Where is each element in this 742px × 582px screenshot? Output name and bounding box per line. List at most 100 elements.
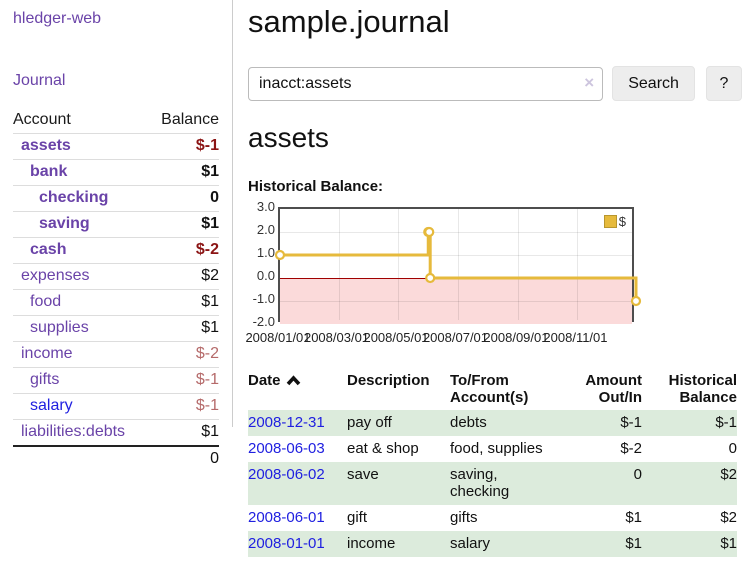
account-balance: $1 bbox=[201, 163, 219, 180]
transaction-accounts-line1: salary bbox=[450, 535, 491, 552]
register-header-amount-line1: Amount bbox=[585, 372, 642, 389]
transaction-accounts: saving, checking bbox=[450, 462, 565, 505]
transaction-amount: $-2 bbox=[620, 440, 642, 457]
account-balance: $-2 bbox=[195, 241, 219, 258]
vgrid bbox=[457, 209, 459, 320]
transaction-description: eat & shop bbox=[347, 440, 419, 457]
chart-legend: $ bbox=[603, 214, 626, 229]
data-point-marker bbox=[630, 295, 642, 307]
accounts-total-row: 0 bbox=[13, 445, 219, 472]
legend-label: $ bbox=[618, 214, 626, 229]
account-link[interactable]: expenses bbox=[21, 267, 90, 284]
transaction-balance: 0 bbox=[728, 440, 737, 457]
register-header-date[interactable]: Date bbox=[248, 370, 347, 410]
transaction-description: income bbox=[347, 531, 450, 557]
account-link[interactable]: salary bbox=[30, 397, 73, 414]
account-balance: 0 bbox=[210, 189, 219, 206]
accounts-header-account: Account bbox=[13, 111, 71, 128]
search-form: × Search ? bbox=[248, 66, 742, 101]
clear-search-icon[interactable]: × bbox=[584, 72, 595, 92]
account-link[interactable]: income bbox=[21, 345, 73, 362]
account-row: cash $-2 bbox=[13, 237, 219, 264]
register-header-tofrom-line2: Account(s) bbox=[450, 389, 529, 406]
data-point-marker bbox=[274, 249, 286, 261]
account-row: food $1 bbox=[13, 289, 219, 316]
account-row: assets $-1 bbox=[13, 133, 219, 160]
xlab: 2008/01/01 bbox=[245, 330, 311, 345]
account-link[interactable]: saving bbox=[39, 215, 90, 232]
transaction-accounts: food, supplies bbox=[450, 436, 565, 462]
negzone bbox=[280, 278, 632, 324]
transaction-accounts: debts bbox=[450, 410, 565, 436]
legend-swatch-icon bbox=[603, 215, 617, 228]
help-button[interactable]: ? bbox=[705, 66, 742, 101]
search-button[interactable]: Search bbox=[612, 66, 695, 101]
transaction-accounts: salary bbox=[450, 531, 565, 557]
chart-title: Historical Balance: bbox=[248, 178, 384, 195]
account-balance: $1 bbox=[201, 423, 219, 440]
account-link[interactable]: bank bbox=[30, 163, 68, 180]
transaction-date-link[interactable]: 2008-06-02 bbox=[248, 466, 325, 483]
account-link[interactable]: cash bbox=[30, 241, 67, 258]
transaction-balance: $1 bbox=[720, 535, 737, 552]
accounts-header-balance: Balance bbox=[161, 111, 219, 128]
search-input[interactable] bbox=[248, 66, 604, 101]
xlab: 2008/11/01 bbox=[543, 330, 608, 345]
transaction-date-link[interactable]: 2008-06-03 bbox=[248, 440, 325, 457]
xlab: 2008/05/01 bbox=[363, 330, 429, 345]
transaction-description: gift bbox=[347, 509, 368, 526]
account-balance: $-1 bbox=[195, 371, 219, 388]
page-title: sample.journal bbox=[248, 4, 450, 39]
register-row: 2008-06-02 save saving, checking 0 $2 bbox=[248, 462, 737, 505]
transaction-balance: $2 bbox=[720, 509, 737, 526]
transaction-balance: $2 bbox=[720, 466, 737, 483]
transaction-amount: 0 bbox=[633, 466, 642, 483]
account-balance: $-2 bbox=[195, 345, 219, 362]
ylab: 2.0 bbox=[256, 222, 275, 237]
account-row: income $-2 bbox=[13, 341, 219, 368]
account-row: bank $1 bbox=[13, 159, 219, 186]
register-header-description: Description bbox=[347, 372, 430, 389]
account-balance: $1 bbox=[201, 319, 219, 336]
account-link[interactable]: assets bbox=[21, 137, 71, 154]
register-row: 2008-06-01 gift gifts $1 $2 bbox=[248, 505, 737, 531]
accounts-total-value: 0 bbox=[148, 445, 219, 472]
account-balance: $-1 bbox=[195, 397, 219, 414]
register-header-row: Date Description To/From Account(s) Amou… bbox=[248, 370, 737, 410]
vgrid bbox=[577, 209, 579, 320]
historical-balance-chart: $ 3.0 2.0 1.0 0.0 -1.0 -2.0 2008/01/01 2008/03/… bbox=[245, 199, 742, 349]
xlab: 2008/07/01 bbox=[422, 330, 489, 345]
transaction-amount: $1 bbox=[625, 535, 642, 552]
transaction-accounts-line1: saving, bbox=[450, 466, 498, 483]
sidebar-item-journal[interactable]: Journal bbox=[13, 72, 66, 89]
sort-ascending-icon bbox=[286, 375, 300, 386]
register-header-tofrom-line1: To/From bbox=[450, 372, 509, 389]
account-row: expenses $2 bbox=[13, 263, 219, 290]
account-link[interactable]: food bbox=[30, 293, 62, 310]
account-balance: $-1 bbox=[195, 137, 219, 154]
xlab: 2008/03/01 bbox=[303, 330, 370, 345]
account-balance: $1 bbox=[201, 215, 219, 232]
account-row: gifts $-1 bbox=[13, 367, 219, 394]
app-title-link[interactable]: hledger-web bbox=[13, 10, 102, 27]
transaction-date-link[interactable]: 2008-01-01 bbox=[248, 535, 325, 552]
transaction-accounts: gifts bbox=[450, 505, 565, 531]
transaction-description: pay off bbox=[347, 410, 450, 436]
account-link[interactable]: liabilities:debts bbox=[21, 423, 126, 440]
ylab: 0.0 bbox=[256, 268, 275, 283]
account-balance: $1 bbox=[201, 293, 219, 310]
account-link[interactable]: gifts bbox=[30, 371, 60, 388]
account-heading: assets bbox=[248, 122, 329, 153]
register-header-balance-line2: Balance bbox=[679, 389, 737, 406]
account-link[interactable]: checking bbox=[39, 189, 109, 206]
accounts-table: Account Balance assets $-1 bank $1 checking 0… bbox=[13, 108, 219, 472]
register-header-balance: Historical Balance bbox=[642, 370, 737, 410]
transaction-date-link[interactable]: 2008-06-01 bbox=[248, 509, 325, 526]
account-link[interactable]: supplies bbox=[30, 319, 89, 336]
account-row: saving $1 bbox=[13, 211, 219, 238]
data-point-marker bbox=[424, 226, 435, 238]
account-balance: $2 bbox=[201, 267, 219, 284]
transaction-date-link[interactable]: 2008-12-31 bbox=[248, 414, 325, 431]
hgrid bbox=[280, 232, 632, 233]
vgrid bbox=[338, 209, 340, 320]
